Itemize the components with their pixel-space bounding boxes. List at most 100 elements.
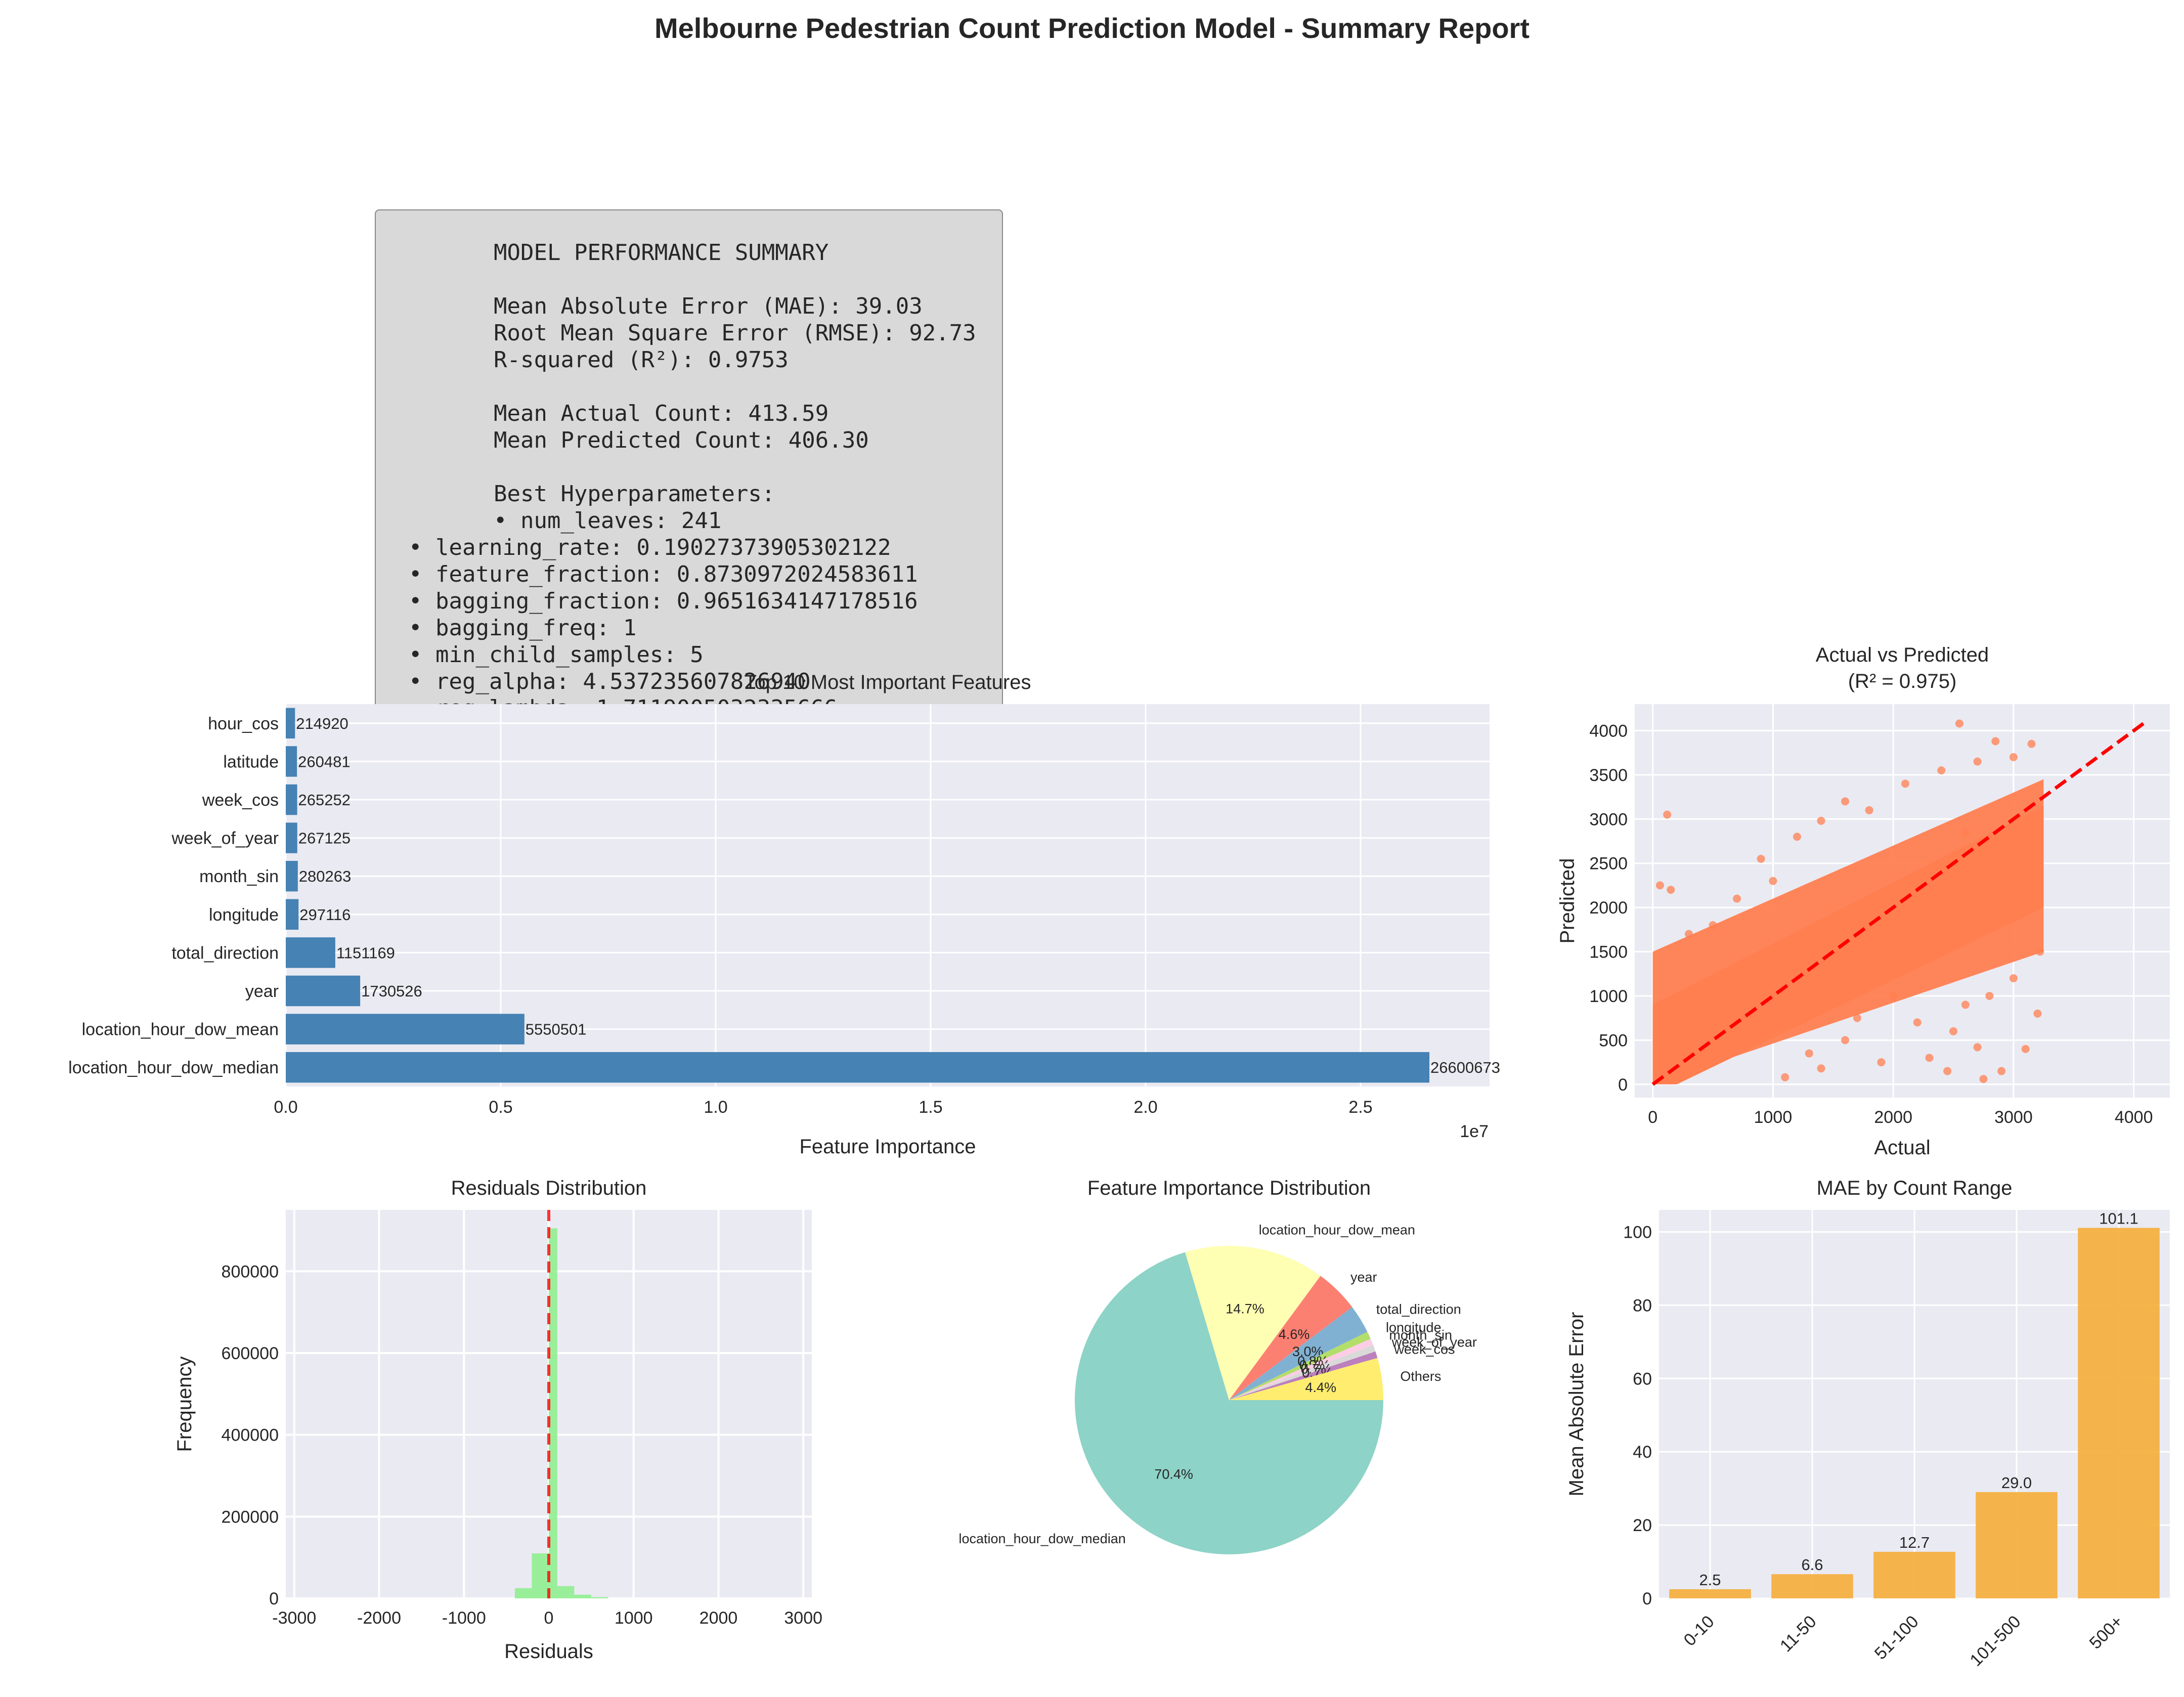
y-axis-label: Mean Absolute Error	[1565, 1312, 1588, 1497]
dense-point-core	[1652, 806, 2044, 1084]
actual-vs-predicted-chart: 0 1000 2000 3000 4000 0 500 1000 1500 2000 2500 300…	[1556, 644, 2170, 1159]
bar-value-label: 297116	[299, 906, 351, 924]
pie-slice-label: week_cos	[1393, 1342, 1455, 1357]
pie-slice-week_of_year	[1229, 1345, 1376, 1400]
summary-line: Mean Actual Count: 413.59	[494, 401, 828, 426]
scatter-point	[2036, 947, 2044, 956]
x-tick-label: 0-10	[1680, 1612, 1718, 1650]
x-tick-label: 2000	[700, 1608, 738, 1628]
mae-bar-101-500	[1976, 1492, 2058, 1598]
y-tick-label: latitude	[223, 752, 279, 771]
bar-value-label: 280263	[299, 867, 351, 885]
x-tick-label: 0	[1648, 1108, 1657, 1127]
bar-value-label: 12.7	[1899, 1534, 1930, 1551]
mae-bar-0-10	[1669, 1589, 1751, 1598]
x-tick-label: 2.5	[1348, 1098, 1372, 1117]
pie-slice-label: year	[1350, 1270, 1377, 1285]
x-tick-label: 2.0	[1133, 1098, 1157, 1117]
scatter-point	[1733, 894, 1741, 903]
y-tick-label: 0	[1618, 1075, 1628, 1095]
pie-slice-Others	[1229, 1358, 1383, 1400]
histogram-bin	[532, 1553, 549, 1598]
pie-slice-month_sin	[1229, 1338, 1373, 1400]
bar-value-label: 1730526	[361, 982, 422, 1000]
chart-title: Top 10 Most Important Features	[745, 671, 1031, 693]
bar-value-label: 265252	[298, 791, 351, 809]
pie-slice-total_direction	[1229, 1307, 1368, 1400]
scatter-point	[2009, 753, 2018, 761]
summary-line: Root Mean Square Error (RMSE): 92.73	[494, 320, 976, 346]
y-tick-label: 4000	[1589, 721, 1628, 741]
bar-value-label: 260481	[298, 753, 350, 770]
bar-value-label: 26600673	[1430, 1059, 1500, 1076]
scatter-point	[2021, 1045, 2030, 1053]
summary-line: R-squared (R²): 0.9753	[494, 347, 789, 373]
scatter-point	[1793, 833, 1801, 841]
chart-title: Residuals Distribution	[451, 1177, 647, 1199]
y-tick-label: 800000	[222, 1262, 279, 1281]
feature-bar-latitude	[286, 746, 297, 777]
scatter-point	[1709, 921, 1717, 930]
scatter-point	[2033, 1009, 2042, 1018]
x-tick-label: 1.0	[704, 1098, 727, 1117]
pie-percent-label: 70.4%	[1154, 1467, 1193, 1482]
scatter-point	[1943, 1067, 1952, 1075]
pie-percent-label: 4.6%	[1279, 1327, 1310, 1342]
perfect-prediction-line	[1651, 720, 2147, 1086]
bar-value-label: 267125	[298, 830, 351, 847]
y-tick-label: 80	[1633, 1296, 1652, 1315]
y-tick-label: hour_cos	[208, 714, 279, 733]
y-tick-label: 400000	[222, 1426, 279, 1445]
scatter-point	[1961, 828, 1970, 837]
summary-line: MODEL PERFORMANCE SUMMARY	[494, 240, 828, 266]
y-tick-label: 3500	[1589, 766, 1628, 785]
x-axis-label: Feature Importance	[799, 1136, 976, 1158]
y-tick-label: 3000	[1589, 810, 1628, 829]
pie-slice-label: Others	[1400, 1369, 1441, 1384]
y-tick-label: location_hour_dow_median	[68, 1058, 279, 1077]
y-tick-label: 1000	[1589, 987, 1628, 1006]
y-tick-label: 1500	[1589, 943, 1628, 962]
x-tick-label: -2000	[357, 1608, 401, 1628]
pie-slice-location_hour_dow_median	[1075, 1252, 1383, 1555]
scatter-point	[1667, 886, 1675, 894]
chart-title: Actual vs Predicted	[1816, 644, 1989, 666]
mae-bar-11-50	[1771, 1574, 1853, 1598]
scatter-point	[2009, 974, 2018, 982]
y-tick-label: total_direction	[171, 943, 279, 963]
y-tick-label: month_sin	[199, 867, 279, 886]
scatter-point	[1985, 991, 1994, 1000]
scatter-point	[1757, 854, 1765, 863]
report-title: Melbourne Pedestrian Count Prediction Mo…	[654, 12, 1530, 44]
y-tick-label: 2000	[1589, 898, 1628, 918]
summary-line: Best Hyperparameters:	[494, 481, 775, 507]
feature-bar-location_hour_dow_mean	[286, 1014, 525, 1045]
x-tick-label: 500+	[2086, 1612, 2127, 1653]
y-tick-label: 600000	[222, 1344, 279, 1363]
bar-value-label: 214920	[296, 715, 348, 732]
x-tick-label: 1000	[615, 1608, 653, 1628]
bar-value-label: 29.0	[2001, 1474, 2032, 1492]
scatter-point	[1841, 797, 1850, 806]
scatter-point	[1961, 1000, 1970, 1009]
feature-bar-total_direction	[286, 937, 335, 968]
summary-line: • bagging_freq: 1	[409, 615, 636, 641]
scatter-point	[1769, 877, 1777, 885]
pie-slice-location_hour_dow_mean	[1185, 1246, 1321, 1400]
bar-value-label: 6.6	[1801, 1556, 1823, 1574]
x-tick-label: 2000	[1874, 1108, 1912, 1127]
y-tick-label: 20	[1633, 1516, 1652, 1535]
feature-bar-location_hour_dow_median	[286, 1052, 1430, 1083]
feature-bar-month_sin	[286, 860, 298, 892]
histogram-bin	[574, 1594, 591, 1598]
pie-percent-label: 4.4%	[1305, 1380, 1336, 1395]
summary-line: • reg_alpha: 4.537235607826940	[409, 669, 811, 694]
feature-bar-hour_cos	[286, 708, 295, 739]
summary-line: Mean Absolute Error (MAE): 39.03	[494, 293, 923, 319]
pie-slice-year	[1229, 1276, 1352, 1400]
scatter-point	[1877, 1058, 1886, 1067]
pie-slice-label: total_direction	[1376, 1302, 1461, 1317]
feature-bar-year	[286, 975, 361, 1007]
x-tick-label: 1.5	[919, 1098, 942, 1117]
scatter-point	[1991, 737, 2000, 746]
